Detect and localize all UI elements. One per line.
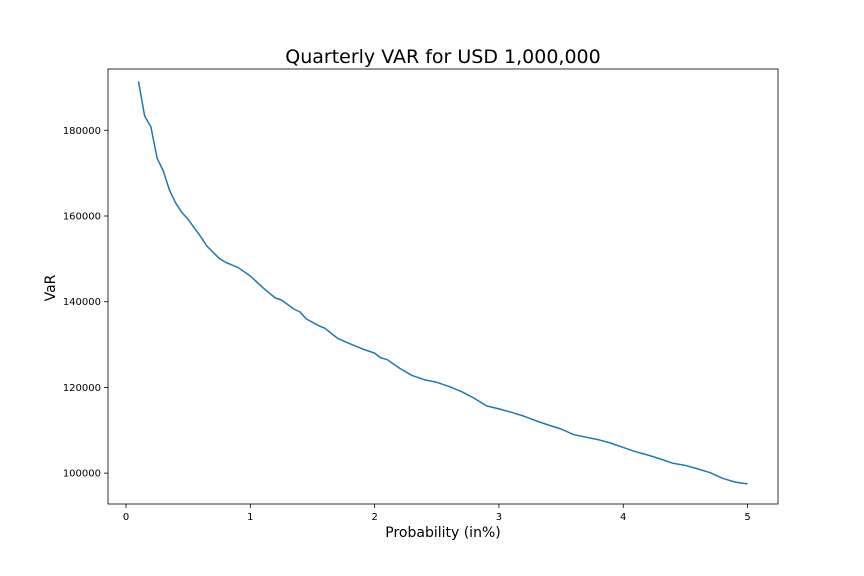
y-tick-label: 100000 bbox=[63, 469, 101, 480]
series-line-0 bbox=[137, 81, 748, 485]
plot-frame bbox=[107, 68, 779, 505]
y-axis: 100000 120000 140000 160000 180000 bbox=[63, 126, 108, 480]
x-tick-label: 3 bbox=[496, 512, 502, 523]
x-tick-label: 2 bbox=[371, 512, 377, 523]
y-axis-label: VaR bbox=[43, 274, 59, 301]
x-tick-label: 1 bbox=[247, 512, 253, 523]
chart-title: Quarterly VAR for USD 1,000,000 bbox=[285, 46, 601, 68]
plot-area bbox=[137, 81, 748, 485]
x-tick-label: 4 bbox=[620, 512, 626, 523]
x-axis: 0 1 2 3 4 5 bbox=[123, 504, 751, 523]
y-tick-label: 140000 bbox=[63, 297, 101, 308]
x-tick-label: 5 bbox=[744, 512, 750, 523]
x-tick-label: 0 bbox=[123, 512, 129, 523]
x-axis-label: Probability (in%) bbox=[385, 525, 500, 541]
y-tick-label: 120000 bbox=[63, 383, 101, 394]
y-tick-label: 160000 bbox=[63, 212, 101, 223]
y-tick-label: 180000 bbox=[63, 126, 101, 137]
